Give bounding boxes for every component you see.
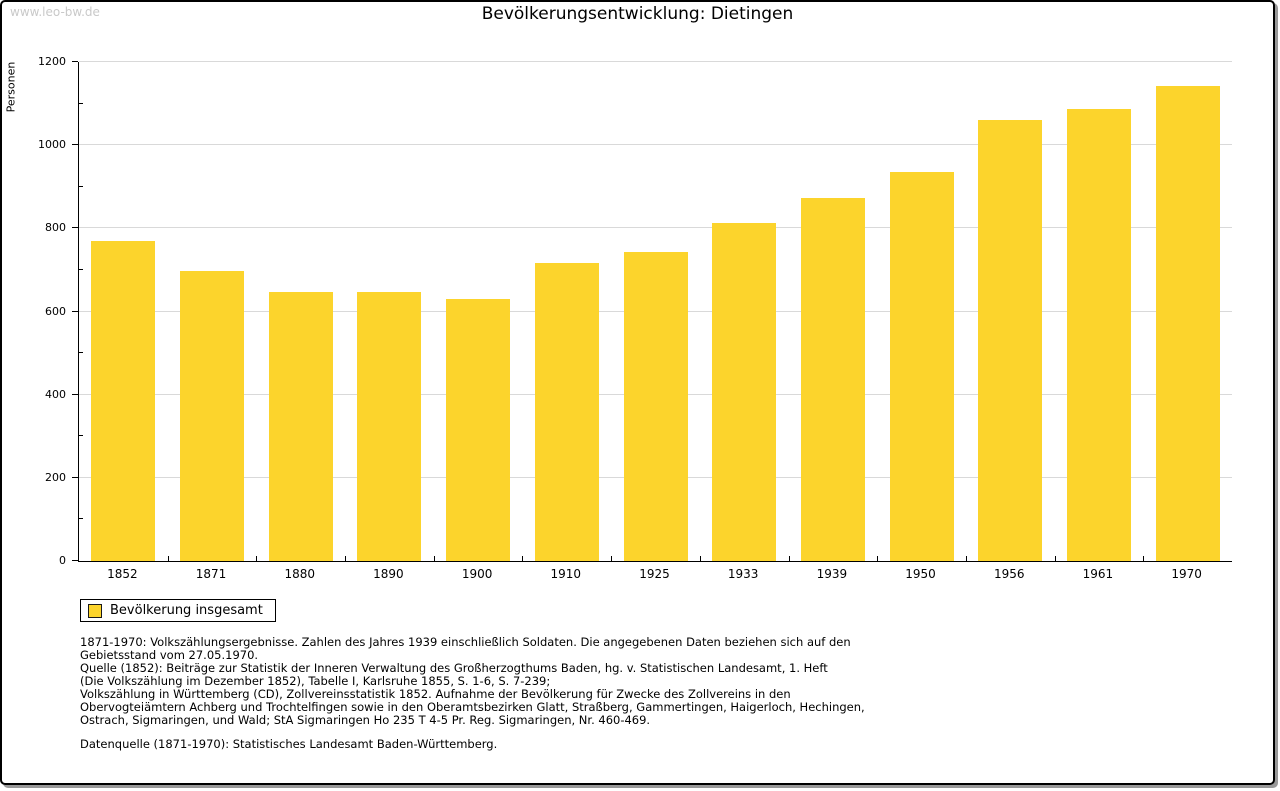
y-tick-label: 600 [45, 304, 66, 318]
x-boundary-tick [256, 556, 258, 561]
x-tick-label: 1950 [905, 567, 936, 581]
x-tick-label: 1900 [461, 567, 493, 581]
x-boundary-tick [877, 556, 879, 561]
bar [180, 271, 245, 561]
footnote-line: 1871-1970: Volkszählungsergebnisse. Zahl… [80, 635, 851, 649]
bar [357, 292, 422, 561]
watermark: www.leo-bw.de [10, 5, 100, 19]
x-boundary-tick [611, 556, 613, 561]
y-major-tick [72, 61, 78, 62]
x-tick-label: 1871 [195, 567, 227, 581]
y-major-tick [72, 393, 78, 395]
gridline [79, 227, 1232, 229]
bar [712, 223, 777, 561]
y-tick-label: 1000 [38, 138, 66, 152]
y-axis: 0 200 400 600 800 1000 1200 [0, 55, 78, 567]
x-boundary-tick [433, 556, 435, 561]
x-boundary-tick [522, 556, 524, 561]
footnote-line: Quelle (1852): Beiträge zur Statistik de… [80, 661, 828, 675]
y-minor-tick [79, 352, 83, 354]
bar [1155, 85, 1220, 561]
y-major-tick [72, 560, 78, 561]
x-tick-label: 1956 [993, 567, 1025, 581]
x-tick-label: 1961 [1082, 567, 1114, 581]
x-tick-label: 1925 [639, 567, 670, 581]
x-boundary-tick [965, 556, 967, 561]
y-minor-tick [79, 102, 83, 104]
bar [889, 171, 954, 561]
footnote-line: (Die Volkszählung im Dezember 1852), Tab… [80, 674, 551, 688]
legend: Bevölkerung insgesamt [80, 599, 276, 622]
chart-title: Bevölkerungsentwicklung: Dietingen [481, 4, 794, 24]
x-boundary-tick [1143, 556, 1145, 561]
footnote-line: Obervogteiämtern Achberg und Trochtelfin… [80, 700, 865, 714]
footnotes: 1871-1970: Volkszählungsergebnisse. Zahl… [80, 636, 890, 727]
y-minor-tick [79, 435, 83, 437]
legend-swatch-icon [88, 603, 102, 618]
x-tick-label: 1852 [107, 567, 138, 581]
y-major-tick [72, 227, 78, 229]
bar [446, 298, 511, 561]
y-tick-label: 200 [45, 470, 66, 484]
plot-area [78, 61, 1232, 562]
x-tick-label: 1939 [816, 567, 848, 581]
gridline [79, 144, 1232, 146]
y-tick-label: 1200 [38, 55, 66, 68]
bar [623, 252, 688, 561]
x-axis-labels: 1852 1871 1880 1890 1900 1910 1925 1933 1939 1950… [78, 567, 1231, 581]
y-minor-tick [79, 268, 83, 270]
gridline [79, 61, 1232, 62]
y-tick-label: 400 [45, 387, 66, 401]
y-major-tick [72, 144, 78, 146]
footnote-line: Volkszählung in Württemberg (CD), Zollve… [80, 687, 791, 701]
bar [534, 263, 599, 561]
x-tick-label: 1880 [284, 567, 315, 581]
y-tick-label: 800 [45, 221, 66, 235]
bar [1066, 109, 1131, 561]
y-minor-tick [79, 185, 83, 187]
bar [91, 240, 156, 561]
bar [268, 292, 333, 561]
x-tick-label: 1970 [1171, 567, 1202, 581]
data-source-note: Datenquelle (1871-1970): Statistisches L… [80, 737, 498, 751]
x-boundary-tick [699, 556, 701, 561]
footnote-line: Ostrach, Sigmaringen, und Wald; StA Sigm… [80, 713, 651, 727]
x-boundary-tick [167, 556, 169, 561]
y-major-tick [72, 476, 78, 478]
bar [800, 198, 865, 561]
footnote-line: Gebietsstand vom 27.05.1970. [80, 648, 259, 662]
y-minor-tick [79, 518, 83, 520]
x-boundary-tick [345, 556, 347, 561]
x-tick-label: 1933 [727, 567, 759, 581]
x-boundary-tick [1054, 556, 1056, 561]
x-tick-label: 1910 [550, 567, 582, 581]
y-major-tick [72, 310, 78, 312]
x-tick-label: 1890 [373, 567, 404, 581]
x-boundary-tick [788, 556, 790, 561]
bar [978, 120, 1043, 561]
y-tick-label: 0 [59, 554, 66, 567]
legend-label: Bevölkerung insgesamt [110, 603, 263, 618]
